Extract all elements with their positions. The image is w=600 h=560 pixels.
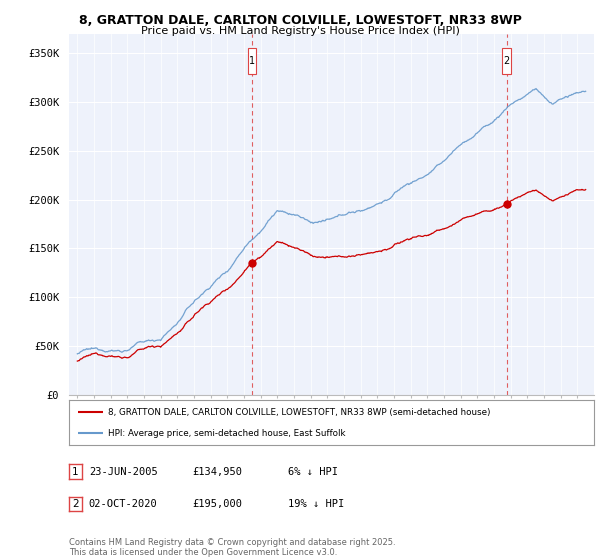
FancyBboxPatch shape [248, 48, 256, 74]
Text: 6% ↓ HPI: 6% ↓ HPI [288, 466, 338, 477]
Text: Contains HM Land Registry data © Crown copyright and database right 2025.
This d: Contains HM Land Registry data © Crown c… [69, 538, 395, 557]
Text: 02-OCT-2020: 02-OCT-2020 [89, 499, 158, 509]
Text: 23-JUN-2005: 23-JUN-2005 [89, 466, 158, 477]
Text: £195,000: £195,000 [192, 499, 242, 509]
FancyBboxPatch shape [502, 48, 511, 74]
Text: 1: 1 [72, 466, 79, 477]
Text: Price paid vs. HM Land Registry's House Price Index (HPI): Price paid vs. HM Land Registry's House … [140, 26, 460, 36]
Text: 2: 2 [503, 56, 509, 66]
Text: £134,950: £134,950 [192, 466, 242, 477]
Text: 19% ↓ HPI: 19% ↓ HPI [288, 499, 344, 509]
Text: 8, GRATTON DALE, CARLTON COLVILLE, LOWESTOFT, NR33 8WP: 8, GRATTON DALE, CARLTON COLVILLE, LOWES… [79, 14, 521, 27]
Text: HPI: Average price, semi-detached house, East Suffolk: HPI: Average price, semi-detached house,… [109, 428, 346, 437]
Text: 1: 1 [249, 56, 255, 66]
Text: 2: 2 [72, 499, 79, 509]
Text: 8, GRATTON DALE, CARLTON COLVILLE, LOWESTOFT, NR33 8WP (semi-detached house): 8, GRATTON DALE, CARLTON COLVILLE, LOWES… [109, 408, 491, 417]
